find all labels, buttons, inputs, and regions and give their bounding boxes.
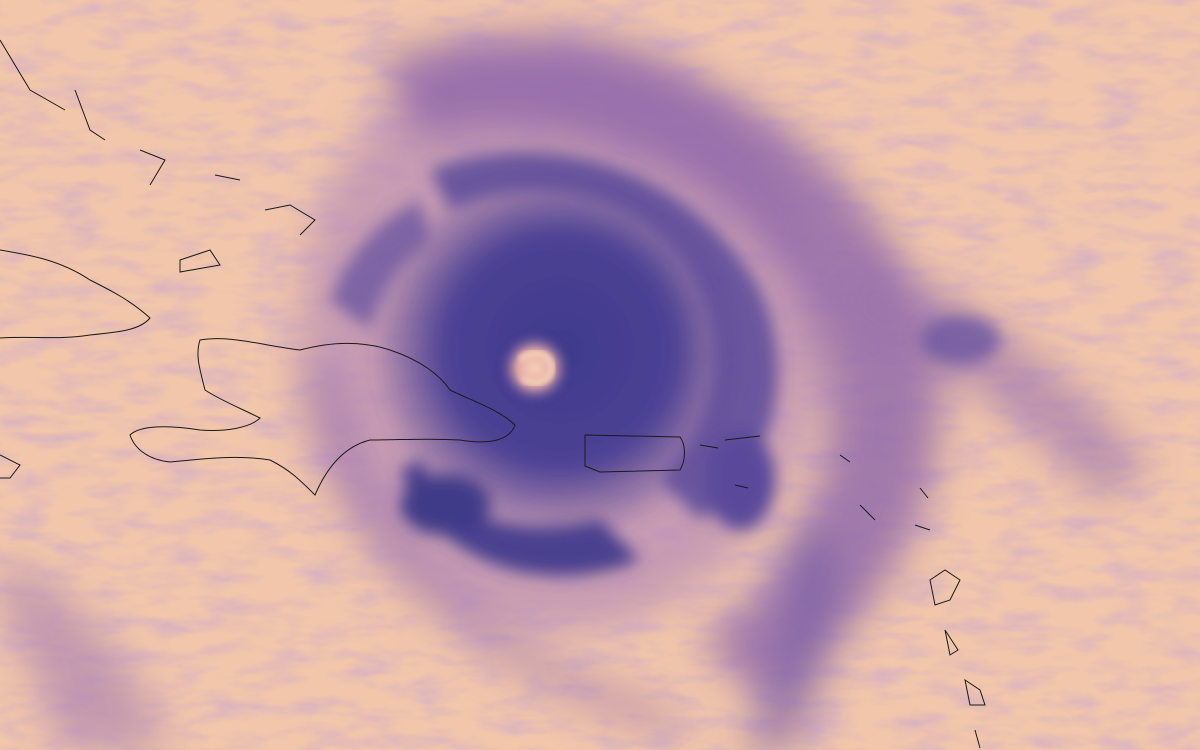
virgin-islands-coastline [699,435,761,489]
coastlines [0,39,986,749]
cuba-coastline [0,249,151,339]
lesser-antilles-coastlines [839,454,986,749]
bahamas-coastlines [0,39,316,479]
hurricane-eye [499,332,571,404]
puerto-rico-coastline [584,434,685,473]
hispaniola-coastline [129,338,516,496]
